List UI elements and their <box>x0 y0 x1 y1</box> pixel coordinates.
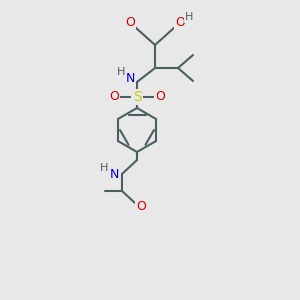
Text: H: H <box>117 67 125 77</box>
Text: N: N <box>125 71 135 85</box>
Text: O: O <box>175 16 185 28</box>
Text: O: O <box>155 91 165 103</box>
Text: N: N <box>109 167 119 181</box>
Text: O: O <box>125 16 135 28</box>
Text: H: H <box>185 12 193 22</box>
Text: O: O <box>109 91 119 103</box>
Text: O: O <box>136 200 146 212</box>
Text: S: S <box>133 90 141 104</box>
Text: H: H <box>100 163 108 173</box>
